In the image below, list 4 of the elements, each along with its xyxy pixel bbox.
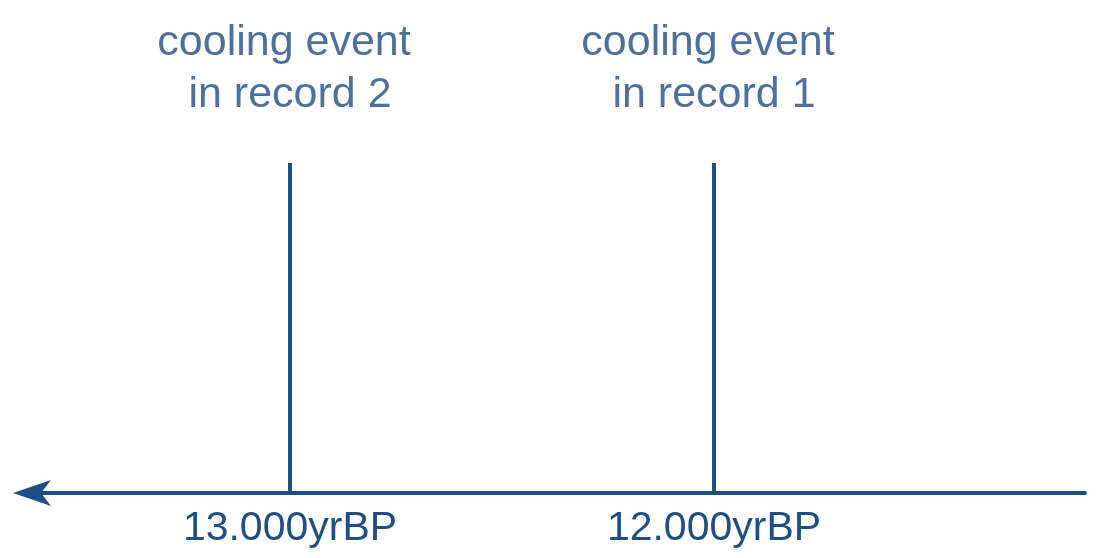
x-tick-label: 12.000yrBP — [606, 502, 822, 549]
x-tick-label: 13.000yrBP — [182, 502, 398, 549]
annotation: cooling event in record 2 — [157, 16, 423, 116]
annotation: cooling event in record 1 — [581, 16, 847, 116]
